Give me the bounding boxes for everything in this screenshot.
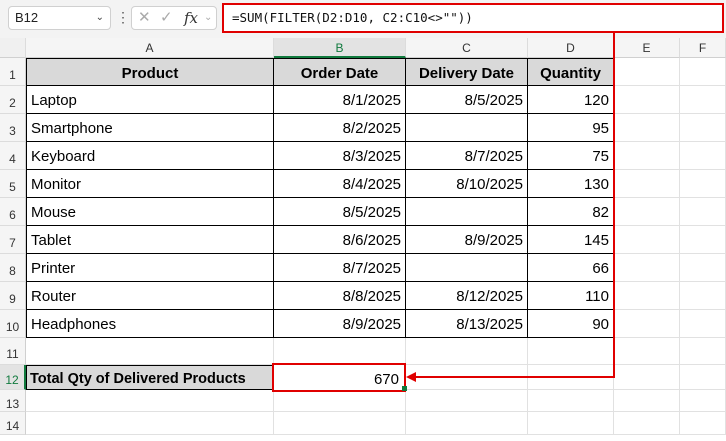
- table-cell[interactable]: 66: [528, 254, 614, 282]
- table-cell[interactable]: 130: [528, 170, 614, 198]
- enter-icon[interactable]: ✓: [160, 9, 173, 26]
- table-cell[interactable]: Smartphone: [26, 114, 274, 142]
- row-header-13[interactable]: 13: [0, 390, 26, 412]
- row-header-5[interactable]: 5: [0, 170, 26, 198]
- table-cell[interactable]: Keyboard: [26, 142, 274, 170]
- table-cell[interactable]: Mouse: [26, 198, 274, 226]
- total-value-cell[interactable]: 670: [272, 363, 406, 392]
- table-cell[interactable]: 8/12/2025: [406, 282, 528, 310]
- empty-cell[interactable]: [614, 282, 680, 310]
- chevron-down-icon[interactable]: ⌄: [204, 12, 213, 23]
- header-cell[interactable]: Product: [26, 58, 274, 86]
- insert-function-icon[interactable]: fx: [184, 9, 199, 27]
- row-header-11[interactable]: 11: [0, 338, 26, 365]
- table-cell[interactable]: Monitor: [26, 170, 274, 198]
- row-header-4[interactable]: 4: [0, 142, 26, 170]
- table-cell[interactable]: 145: [528, 226, 614, 254]
- select-all-corner[interactable]: [0, 38, 26, 58]
- row-header-6[interactable]: 6: [0, 198, 26, 226]
- row-header-3[interactable]: 3: [0, 114, 26, 142]
- table-cell[interactable]: 8/8/2025: [274, 282, 406, 310]
- empty-cell[interactable]: [614, 226, 680, 254]
- column-header-A[interactable]: A: [26, 38, 274, 58]
- name-box[interactable]: B12 ⌄: [8, 6, 111, 30]
- empty-cell[interactable]: [614, 86, 680, 114]
- table-cell[interactable]: 8/3/2025: [274, 142, 406, 170]
- formula-controls: ✕ ✓ fx ⌄: [131, 6, 217, 30]
- empty-cell[interactable]: [614, 142, 680, 170]
- table-cell[interactable]: 8/7/2025: [274, 254, 406, 282]
- table-cell[interactable]: [406, 198, 528, 226]
- row-header-9[interactable]: 9: [0, 282, 26, 310]
- table-cell[interactable]: [406, 254, 528, 282]
- row-header-10[interactable]: 10: [0, 310, 26, 338]
- table-cell[interactable]: 8/2/2025: [274, 114, 406, 142]
- cancel-icon[interactable]: ✕: [138, 9, 151, 26]
- column-header-B[interactable]: B: [274, 38, 406, 58]
- empty-cell[interactable]: [614, 338, 680, 365]
- table-cell[interactable]: Tablet: [26, 226, 274, 254]
- row-header-8[interactable]: 8: [0, 254, 26, 282]
- column-header-E[interactable]: E: [614, 38, 680, 58]
- table-cell[interactable]: 8/4/2025: [274, 170, 406, 198]
- table-cell[interactable]: 75: [528, 142, 614, 170]
- header-cell[interactable]: Quantity: [528, 58, 614, 86]
- table-cell[interactable]: 110: [528, 282, 614, 310]
- empty-cell[interactable]: [26, 338, 274, 365]
- row-header-1[interactable]: 1: [0, 58, 26, 86]
- table-cell[interactable]: Router: [26, 282, 274, 310]
- table-cell[interactable]: 8/9/2025: [406, 226, 528, 254]
- empty-cell[interactable]: [614, 254, 680, 282]
- row-header-12[interactable]: 12: [0, 365, 26, 390]
- header-cell[interactable]: Delivery Date: [406, 58, 528, 86]
- chevron-down-icon[interactable]: ⌄: [95, 12, 104, 23]
- table-cell[interactable]: 8/7/2025: [406, 142, 528, 170]
- row-header-2[interactable]: 2: [0, 86, 26, 114]
- table-cell[interactable]: 8/9/2025: [274, 310, 406, 338]
- table-cell[interactable]: 8/10/2025: [406, 170, 528, 198]
- table-cell[interactable]: 8/5/2025: [406, 86, 528, 114]
- table-cell[interactable]: Laptop: [26, 86, 274, 114]
- formula-bar: B12 ⌄ ⋮ ✕ ✓ fx ⌄ =SUM(FILTER(D2:D10, C2:C…: [0, 0, 726, 38]
- total-label[interactable]: Total Qty of Delivered Products: [26, 365, 274, 390]
- empty-cell[interactable]: [614, 310, 680, 338]
- table-cell[interactable]: 8/1/2025: [274, 86, 406, 114]
- empty-cell[interactable]: [614, 390, 680, 412]
- table-cell[interactable]: 90: [528, 310, 614, 338]
- table-cell[interactable]: 82: [528, 198, 614, 226]
- formula-input[interactable]: =SUM(FILTER(D2:D10, C2:C10<>"")): [222, 3, 724, 33]
- empty-cell[interactable]: [614, 58, 680, 86]
- row-header-7[interactable]: 7: [0, 226, 26, 254]
- table-cell[interactable]: 120: [528, 86, 614, 114]
- empty-cell[interactable]: [406, 338, 528, 365]
- header-cell[interactable]: Order Date: [274, 58, 406, 86]
- row-header-14[interactable]: 14: [0, 412, 26, 435]
- empty-cell[interactable]: [26, 390, 274, 412]
- table-cell[interactable]: Printer: [26, 254, 274, 282]
- empty-cell[interactable]: [528, 390, 614, 412]
- empty-cell[interactable]: [614, 365, 680, 390]
- table-cell[interactable]: [406, 114, 528, 142]
- empty-cell[interactable]: [274, 390, 406, 412]
- column-header-C[interactable]: C: [406, 38, 528, 58]
- more-icon[interactable]: ⋮: [116, 9, 130, 25]
- fill-handle[interactable]: [402, 386, 407, 391]
- empty-cell[interactable]: [614, 114, 680, 142]
- table-cell[interactable]: Headphones: [26, 310, 274, 338]
- empty-cell[interactable]: [614, 170, 680, 198]
- empty-cell[interactable]: [614, 198, 680, 226]
- empty-cell[interactable]: [406, 390, 528, 412]
- table-cell[interactable]: 8/5/2025: [274, 198, 406, 226]
- table-cell[interactable]: 8/6/2025: [274, 226, 406, 254]
- table-cell[interactable]: 8/13/2025: [406, 310, 528, 338]
